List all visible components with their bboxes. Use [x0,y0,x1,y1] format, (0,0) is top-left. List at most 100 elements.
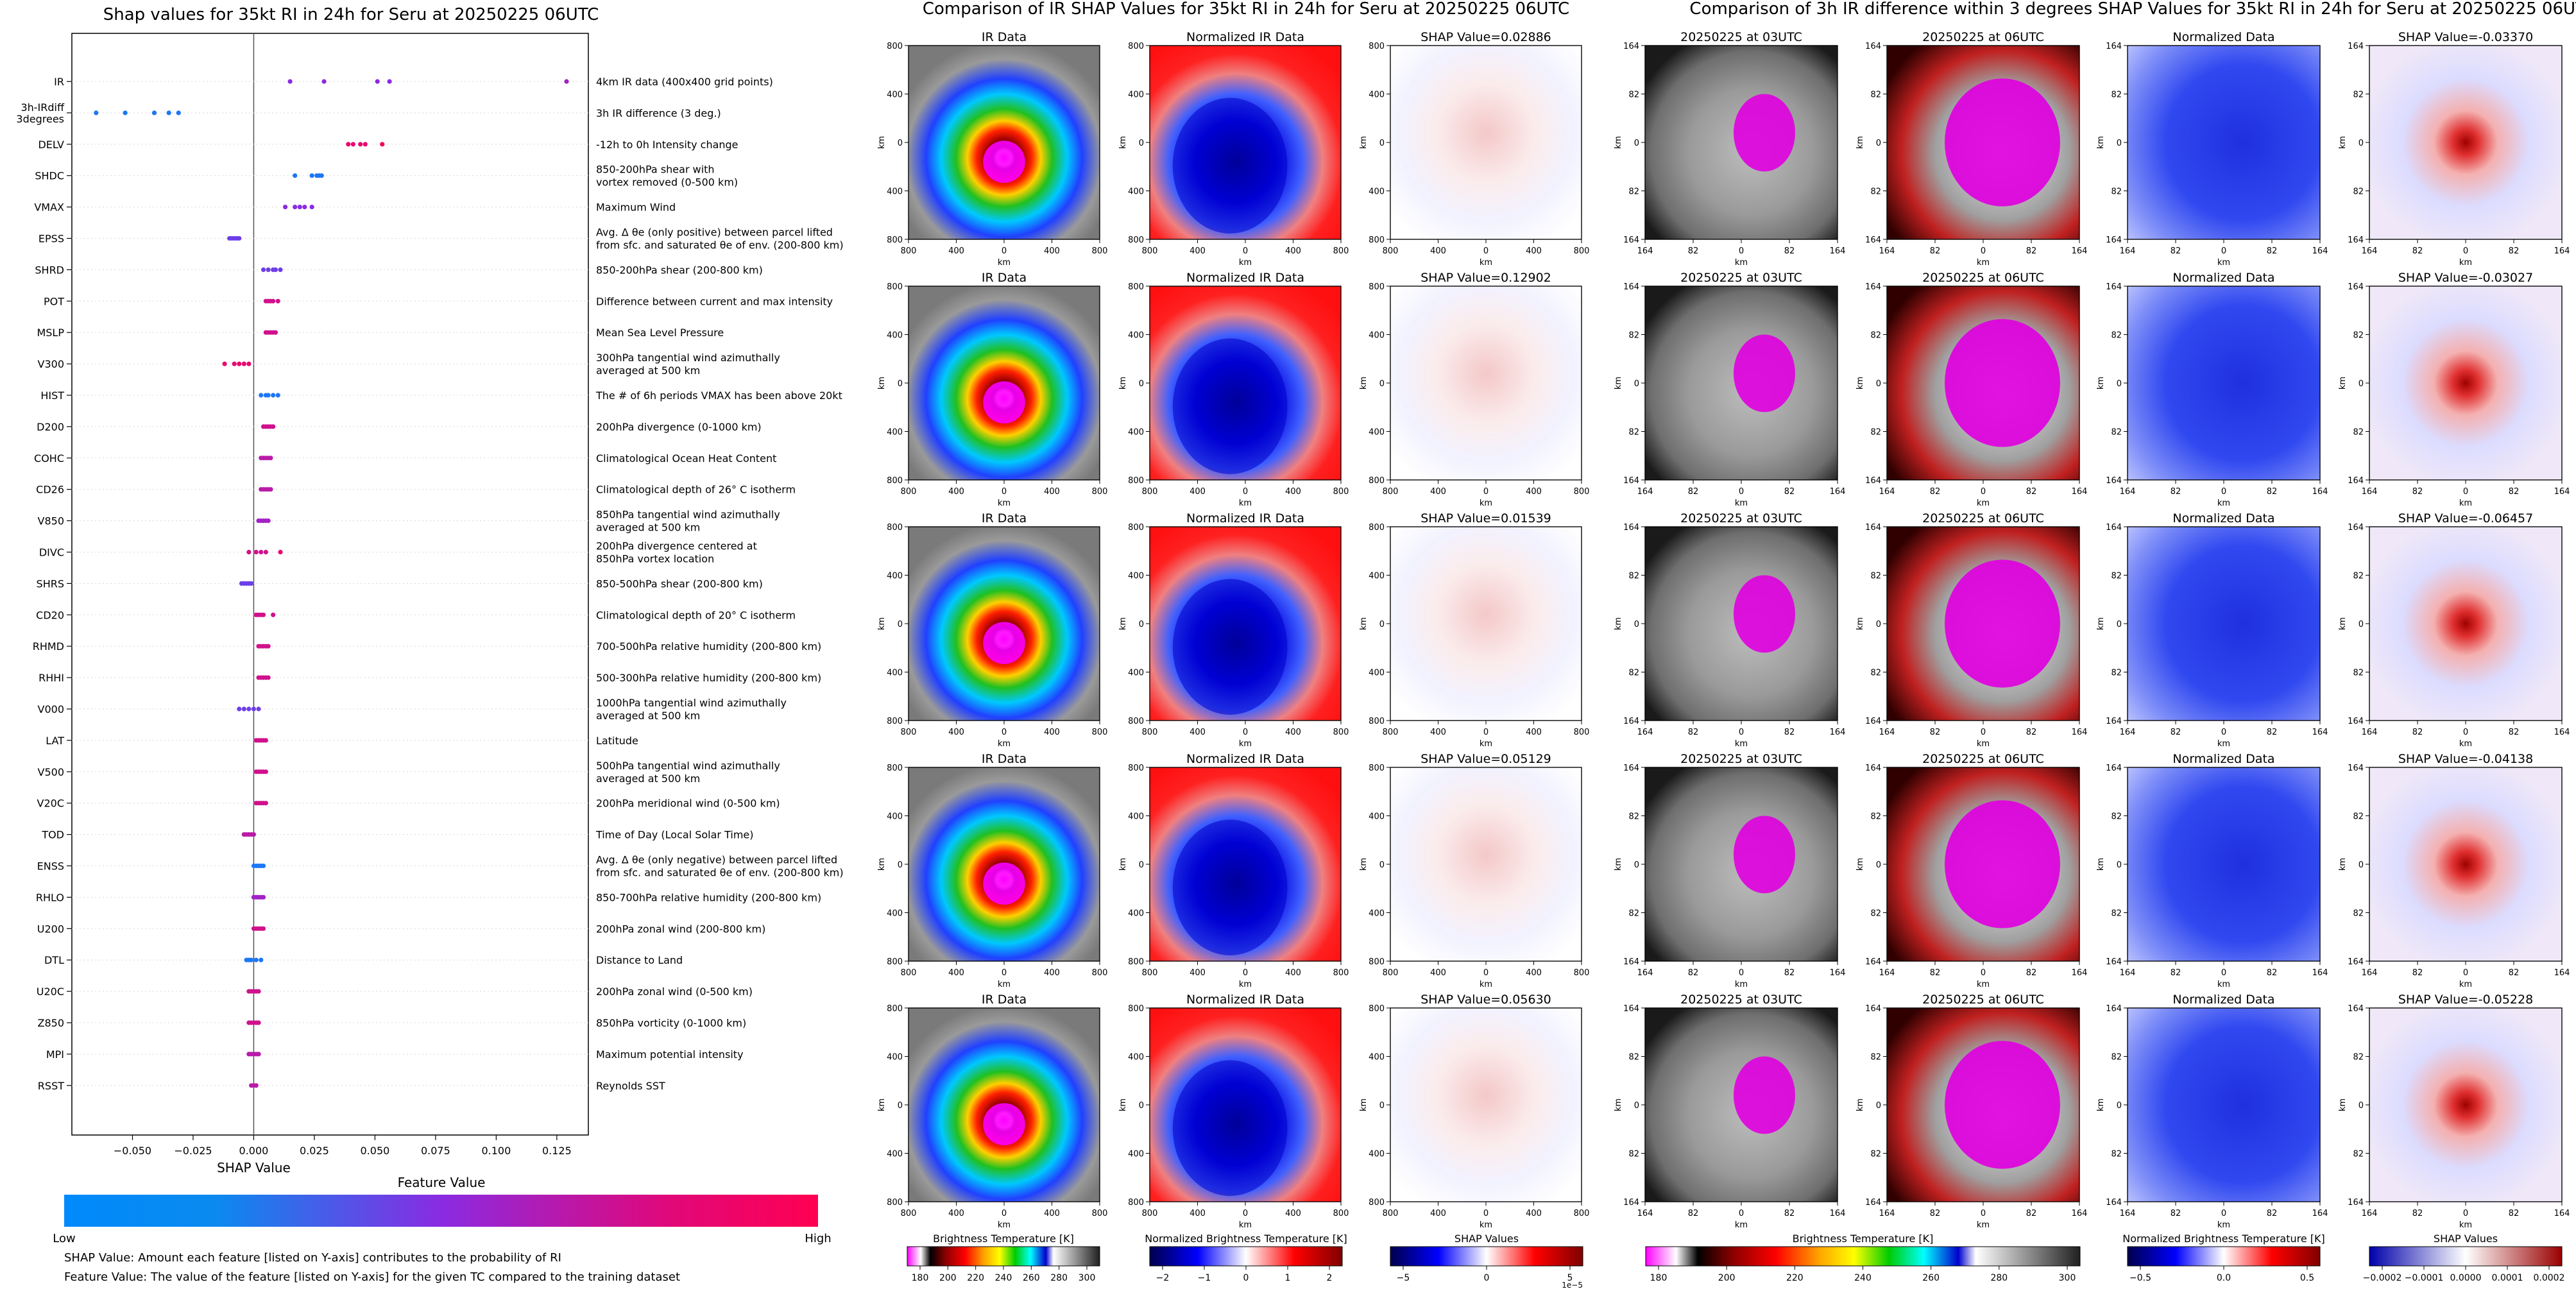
x-tick-label: 164 [2120,968,2136,978]
colorbar-tick-label: 180 [912,1273,929,1283]
y-tick-label: 0 [2117,860,2122,870]
colorbar-tick-label: 240 [995,1273,1012,1283]
image-panel: SHAP Value=0.129028008004004000040040080… [1359,271,1589,508]
panel-title: 20250225 at 06UTC [1922,752,2044,766]
feature-description: Climatological depth of 26° C isotherm [596,484,796,496]
y-axis-label: km [1118,377,1128,389]
y-tick-label: 82 [2111,331,2122,341]
shap-point [166,110,171,115]
x-axis-label: SHAP Value [217,1160,291,1175]
y-tick-label: 82 [2111,428,2122,438]
y-tick-label: 0 [1876,860,1881,870]
y-tick-label: 164 [1623,42,1639,51]
y-tick-label: 0 [2358,139,2364,148]
image-panel: SHAP Value=-0.06457 164 164 82 82 0 0 82 82 164 16… [2338,511,2570,749]
y-tick-label: 164 [2106,282,2122,292]
y-tick-label: 82 [2111,1150,2122,1159]
image-panel: 20250225 at 03UTC 164 164 82 82 0 0 82 82 164 164 k… [1614,511,1845,749]
x-tick-label: 0 [1483,246,1488,256]
shap-point [271,424,276,429]
y-tick-label: 82 [1628,187,1639,197]
x-tick-label: 0 [2463,246,2468,256]
colorbar-tick-label: 0 [1243,1273,1249,1283]
shap-point [260,894,266,900]
y-axis-label: km [1855,1098,1865,1111]
cold-top-shape [1734,815,1795,894]
cold-cloud-shape [1172,338,1288,474]
colorbar-label: Brightness Temperature [K] [933,1233,1074,1245]
image-panel-frame [2127,526,2321,721]
y-tick-label: 82 [2111,90,2122,100]
y-tick-label: 800 [1128,476,1144,486]
x-tick-label: 82 [1784,246,1795,256]
y-tick-label: 0 [2358,379,2364,389]
summary-title: Shap values for 35kt RI in 24h for Seru … [103,5,599,24]
y-tick-label: 164 [1865,764,1881,773]
feature-description: 1000hPa tangential wind azimuthally [596,697,787,709]
colorbar-tick-label: −0.0001 [2405,1273,2444,1283]
x-tick-label: 82 [1784,728,1795,737]
image-panel: Normalized Data1641648282008282164164kmk… [2096,511,2328,749]
y-tick-label: 800 [887,717,903,726]
x-tick-label: 400 [948,487,964,497]
colorbar-tick-label: 260 [1922,1273,1940,1283]
y-tick-label: 800 [1369,476,1385,486]
image-panel: Normalized Data1641648282008282164164kmk… [2096,993,2328,1230]
shap-point [246,361,252,366]
feature-code-label: DIVC [39,547,64,559]
x-axis-label: km [1977,258,1990,268]
x-tick-label: 800 [1574,487,1590,497]
image-panel-frame [1390,1007,1582,1202]
y-tick-label: 164 [1865,957,1881,967]
shap-point [260,926,266,931]
y-axis-label: km [2338,617,2348,630]
x-tick-label: 164 [1830,968,1846,978]
x-tick-label: 800 [1092,1209,1108,1218]
y-tick-label: 164 [2348,282,2364,292]
y-axis-label: km [2338,858,2348,871]
y-tick-label: 82 [1870,812,1881,822]
shap-point [260,863,266,869]
panel-title: SHAP Value=0.02886 [1420,30,1551,44]
image-panel-frame [2369,767,2563,962]
y-tick-label: 82 [1628,1053,1639,1063]
colorbar-tick-label: 0.0001 [2492,1273,2523,1283]
image-panel: SHAP Value=-0.03027164164828200828216416… [2338,271,2570,508]
y-tick-label: 82 [1870,572,1881,581]
y-axis-label: km [1614,136,1623,149]
y-axis-label: km [877,1098,887,1111]
colorbar-gradient [2127,1246,2321,1267]
shap-point [222,361,227,366]
colorbar-gradient [907,1246,1100,1267]
ir-comparison-block: Comparison of IR SHAP Values for 35kt RI… [877,0,1589,1289]
x-tick-label: 82 [2267,487,2278,497]
x-tick-label: 0 [1739,487,1744,497]
colorbar-tick-label: 0.0002 [2534,1273,2565,1283]
image-panel-frame [2127,45,2321,240]
panel-title: Normalized IR Data [1186,752,1304,766]
y-axis-label: km [877,858,887,871]
feature-description: 850-200hPa shear with [596,164,715,176]
y-axis-label: km [877,377,887,389]
x-axis-label: km [998,499,1011,508]
y-tick-label: 164 [1623,282,1639,292]
y-tick-label: 164 [1623,1198,1639,1208]
colorbar-tick-label: 5 [1567,1273,1573,1283]
x-tick-label: 800 [1574,1209,1590,1218]
ir-difference-row: 20250225 at 03UTC 164 164 82 82 0 0 82 82 164 164 k… [1614,511,2570,749]
x-tick-label: 800 [1574,968,1590,978]
cold-top-shape [1945,1041,2060,1169]
x-tick-label: 0 [1002,968,1007,978]
panel-title: IR Data [982,752,1027,766]
colorbar-gradient [1149,1246,1343,1267]
feature-description: 200hPa divergence centered at [596,540,757,552]
image-panel-frame [2369,45,2563,240]
y-tick-label: 82 [1628,669,1639,678]
image-panel: 20250225 at 06UTC1641648282008282164164k… [1855,30,2087,268]
y-tick-label: 800 [1128,764,1144,773]
y-tick-label: 400 [1369,90,1385,100]
colorbar-label: SHAP Values [1454,1233,1519,1245]
x-tick-label: 0 [2221,968,2226,978]
x-tick-label: 164 [2120,728,2136,737]
y-axis-label: km [2096,1098,2106,1111]
